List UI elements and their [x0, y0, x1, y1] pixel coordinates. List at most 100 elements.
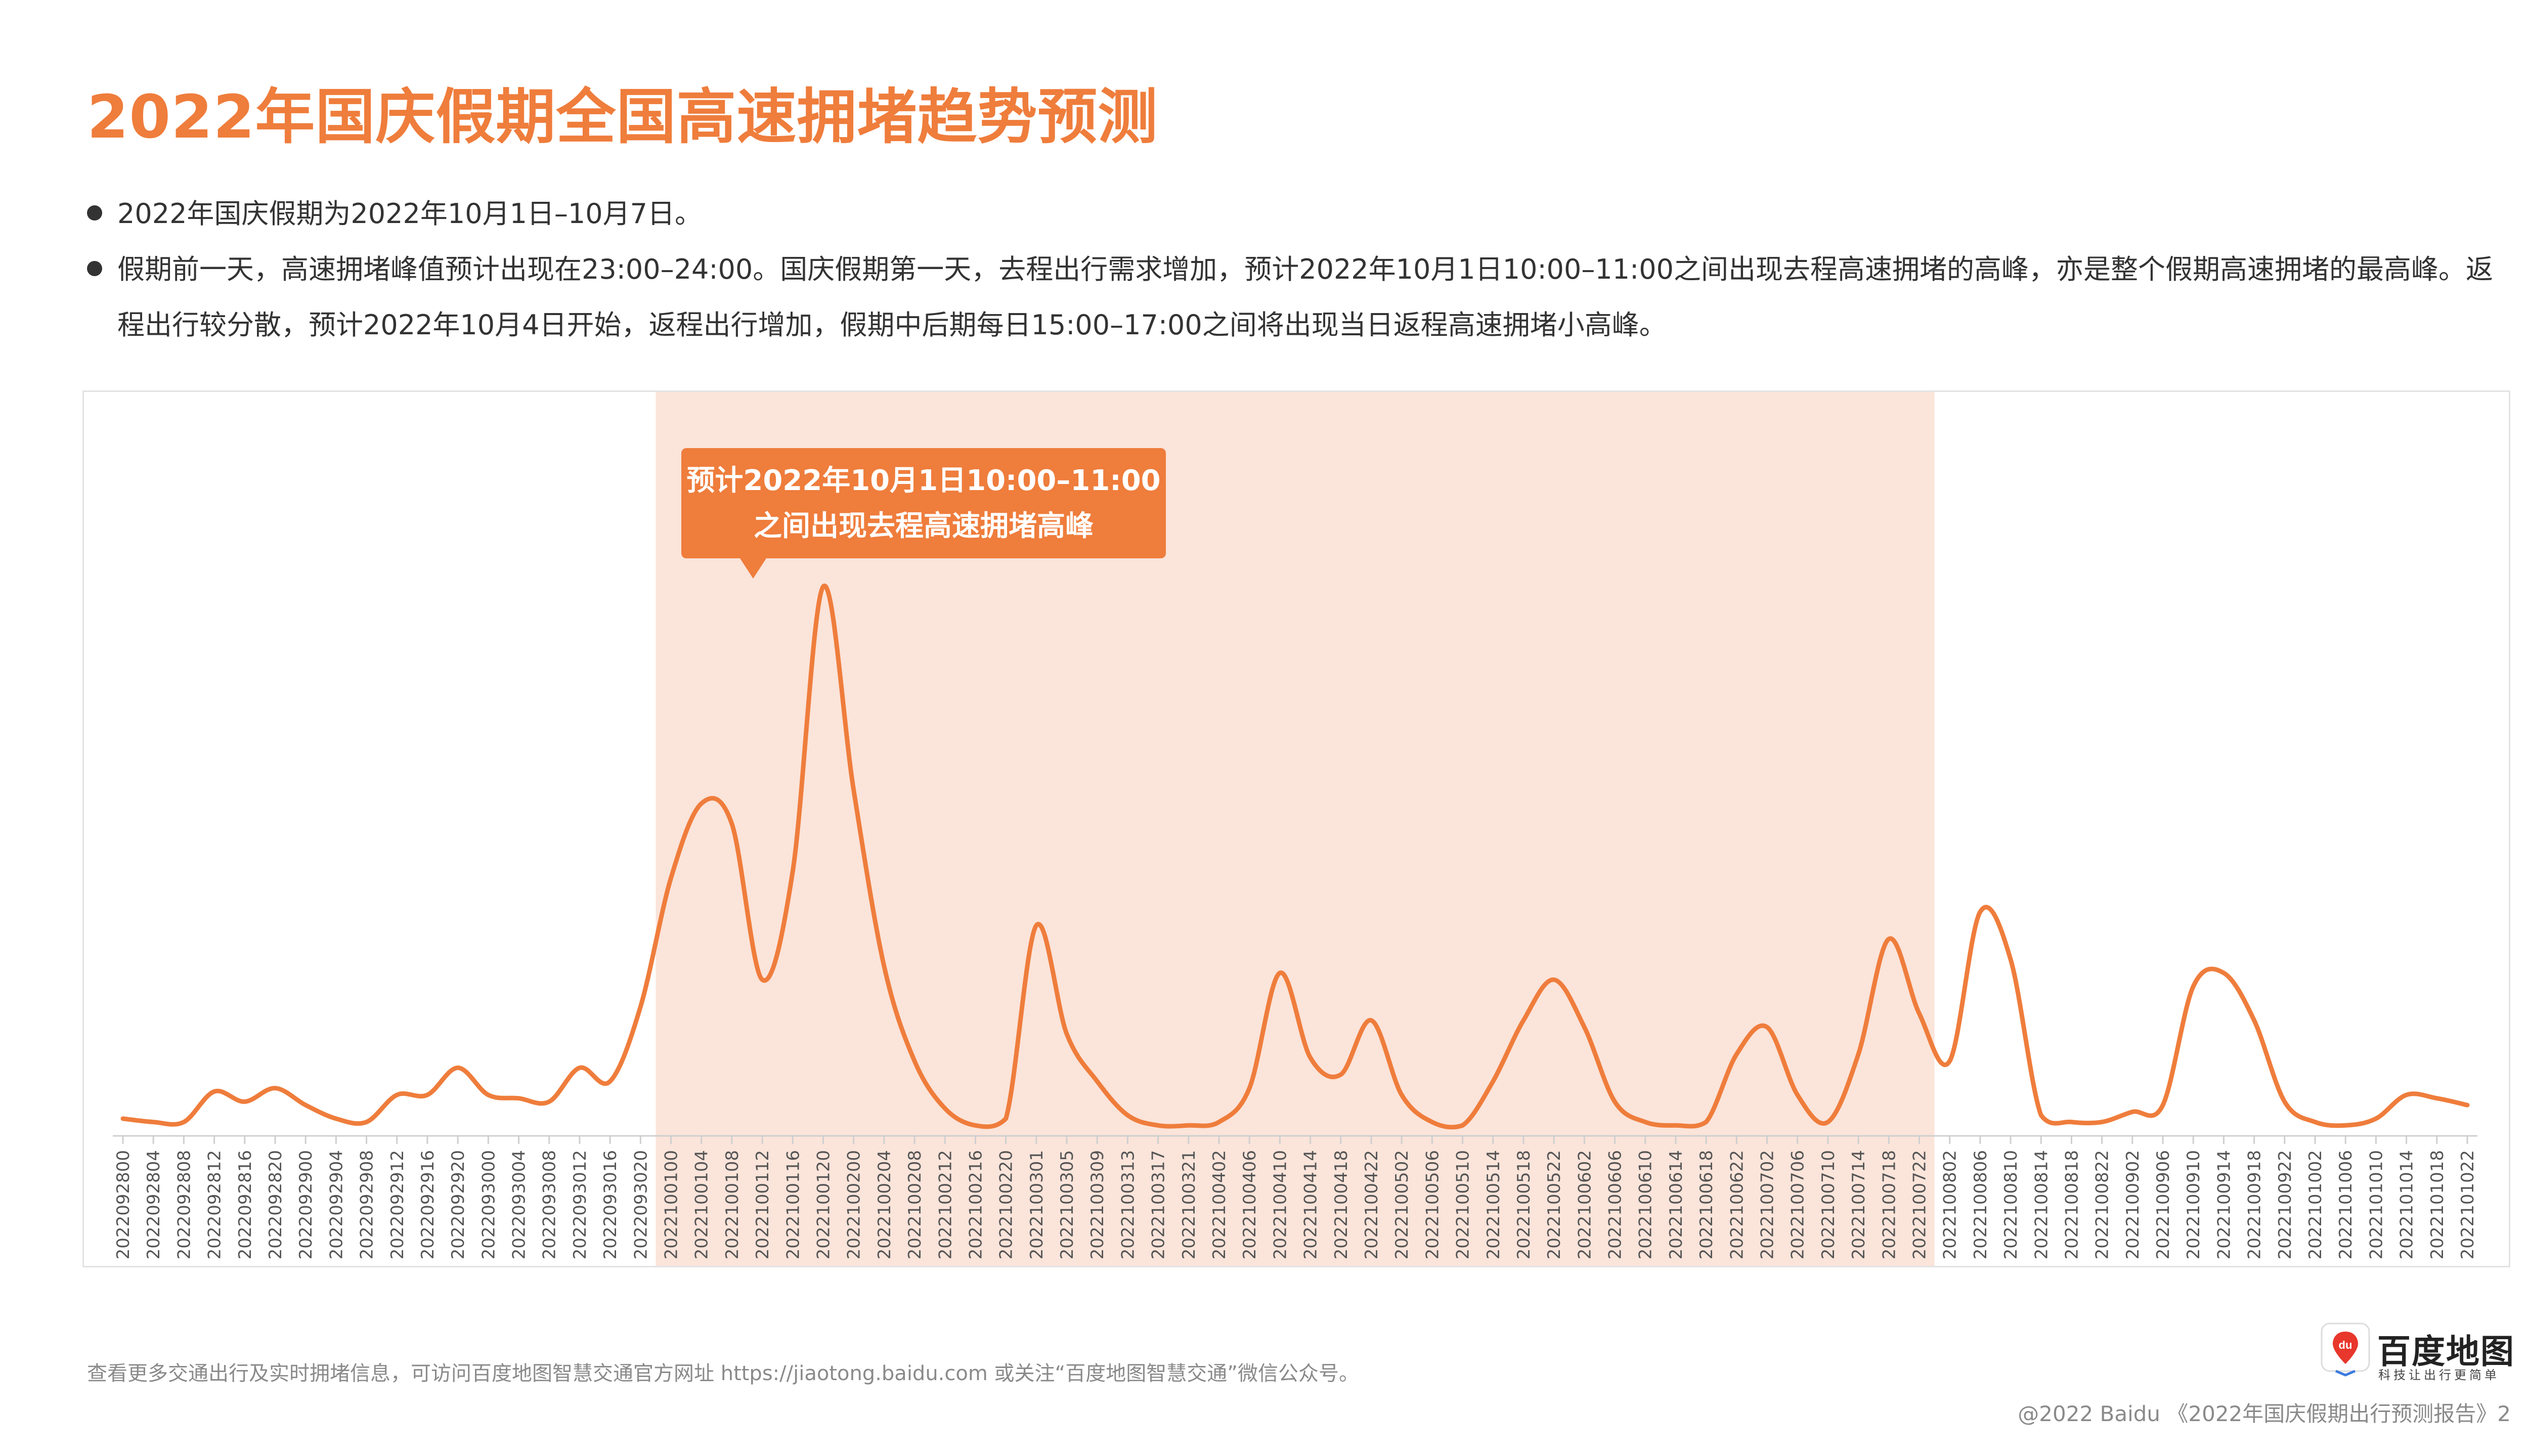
data-point-2022093008: [548, 1100, 551, 1103]
x-tick-label: 2022092904: [326, 1150, 346, 1259]
data-point-2022100814: [2039, 1114, 2042, 1117]
data-point-2022100610: [1644, 1121, 1647, 1124]
data-point-2022100618: [1705, 1121, 1708, 1124]
x-tick-label: 2022100714: [1849, 1150, 1869, 1259]
data-point-2022100120: [821, 585, 824, 588]
bullet-holiday-dates: 2022年国庆假期为2022年10月1日–10月7日。: [87, 186, 2515, 242]
data-point-2022100208: [913, 1060, 916, 1063]
x-tick-label: 2022100200: [844, 1150, 864, 1259]
x-tick-label: 2022100902: [2123, 1150, 2143, 1259]
data-point-2022100406: [1248, 1087, 1251, 1090]
x-tick-label: 2022092800: [113, 1150, 134, 1259]
data-point-2022100910: [2192, 985, 2195, 988]
series-line: [120, 583, 2470, 1130]
data-point-2022092800: [121, 1117, 124, 1120]
x-tick-label: 2022100418: [1331, 1150, 1351, 1259]
x-tick-label: 2022100718: [1879, 1150, 1899, 1259]
x-tick-label: 2022100810: [2001, 1150, 2021, 1259]
x-tick-label: 2022100910: [2184, 1150, 2204, 1259]
callout-pointer-icon: [740, 558, 766, 579]
x-tick-label: 2022100100: [662, 1150, 682, 1259]
data-point-2022100722: [1917, 1012, 1921, 1015]
x-tick-label: 2022100610: [1636, 1150, 1656, 1259]
x-tick-label: 2022100116: [783, 1150, 803, 1259]
data-point-2022100100: [670, 876, 673, 879]
bullet-congestion-forecast: 假期前一天，高速拥堵峰值预计出现在23:00–24:00。国庆假期第一天，去程出…: [87, 242, 2515, 353]
data-point-2022101006: [2344, 1124, 2347, 1127]
x-tick-label: 2022093000: [478, 1150, 499, 1259]
x-tick-label: 2022093004: [509, 1150, 530, 1259]
x-tick-label: 2022100220: [996, 1150, 1017, 1259]
x-tick-label: 2022092920: [448, 1150, 468, 1259]
x-tick-label: 2022100212: [935, 1150, 955, 1259]
chart-frame: [82, 390, 2510, 1267]
x-tick-label: 2022100606: [1605, 1150, 1626, 1259]
x-tick-label: 2022100502: [1392, 1150, 1412, 1259]
data-point-2022101010: [2374, 1117, 2377, 1120]
x-tick-label: 2022092908: [357, 1150, 377, 1259]
data-point-2022093004: [517, 1097, 520, 1100]
data-point-2022100220: [1005, 1117, 1008, 1120]
data-point-2022100606: [1614, 1100, 1617, 1103]
data-point-2022100902: [2131, 1111, 2134, 1114]
data-point-2022100321: [1187, 1124, 1190, 1127]
x-tick-label: 2022092816: [235, 1150, 255, 1259]
data-point-2022100602: [1583, 1026, 1586, 1029]
data-point-2022100906: [2161, 1104, 2164, 1107]
x-tick-label: 2022100618: [1696, 1150, 1717, 1259]
x-tick-label: 2022100309: [1087, 1150, 1108, 1259]
x-tick-label: 2022100814: [2031, 1150, 2052, 1259]
logo-slogan: 科技让出行更简单: [2378, 1368, 2500, 1382]
data-point-2022092820: [274, 1087, 277, 1090]
x-tick-label: 2022100710: [1818, 1150, 1839, 1259]
data-point-2022093000: [487, 1093, 490, 1096]
copyright: @2022 Baidu 《2022年国庆假期出行预测报告》2: [2018, 1401, 2511, 1426]
x-tick-label: 2022100120: [813, 1150, 834, 1259]
data-point-2022100818: [2070, 1121, 2073, 1124]
data-point-2022093020: [639, 1005, 642, 1008]
x-tick-label: 2022100622: [1727, 1150, 1747, 1259]
x-tick-label: 2022100104: [692, 1150, 712, 1259]
data-point-2022093012: [578, 1066, 581, 1069]
data-point-2022100422: [1370, 1019, 1373, 1022]
data-point-2022101002: [2314, 1121, 2317, 1124]
x-tick-label: 2022100410: [1270, 1150, 1290, 1259]
data-point-2022100410: [1278, 972, 1281, 975]
bullet-text: 2022年国庆假期为2022年10月1日–10月7日。: [117, 198, 702, 230]
data-point-2022093016: [608, 1080, 612, 1083]
data-point-2022100414: [1309, 1056, 1312, 1059]
map-pin-icon: du: [2321, 1322, 2370, 1377]
x-tick-label: 2022100702: [1758, 1150, 1778, 1259]
bullet-dot-icon: [87, 205, 102, 220]
data-point-2022100710: [1826, 1121, 1829, 1124]
x-tick-label: 2022100822: [2092, 1150, 2113, 1259]
data-point-2022100802: [1948, 1060, 1951, 1063]
data-point-2022100506: [1430, 1121, 1433, 1124]
x-tick-label: 2022092900: [296, 1150, 316, 1259]
x-tick-label: 2022100506: [1422, 1150, 1443, 1259]
data-point-2022100116: [791, 870, 794, 873]
x-tick-label: 2022101010: [2366, 1150, 2386, 1259]
x-tick-label: 2022100108: [722, 1150, 743, 1259]
x-tick-label: 2022093016: [600, 1150, 621, 1259]
data-point-2022092816: [243, 1100, 246, 1103]
x-tick-label: 2022100422: [1362, 1150, 1382, 1259]
x-tick-label: 2022101002: [2305, 1150, 2326, 1259]
data-point-2022092900: [304, 1104, 307, 1107]
data-point-2022100216: [974, 1124, 977, 1127]
x-tick-label: 2022100514: [1484, 1150, 1504, 1259]
x-tick-label: 2022093008: [540, 1150, 560, 1259]
x-tick-label: 2022100406: [1240, 1150, 1260, 1259]
x-tick-label: 2022100602: [1575, 1150, 1595, 1259]
x-tick-label: 2022100321: [1179, 1150, 1199, 1259]
data-point-2022100418: [1339, 1073, 1342, 1076]
x-tick-label: 2022101006: [2336, 1150, 2356, 1259]
data-point-2022100614: [1674, 1124, 1677, 1127]
data-point-2022100822: [2101, 1121, 2104, 1124]
data-point-2022100718: [1887, 938, 1890, 941]
x-tick-label: 2022100918: [2245, 1150, 2265, 1259]
bullet-dot-icon: [87, 261, 102, 276]
summary-bullets: 2022年国庆假期为2022年10月1日–10月7日。 假期前一天，高速拥堵峰值…: [87, 186, 2515, 353]
x-tick-label: 2022100208: [905, 1150, 925, 1259]
